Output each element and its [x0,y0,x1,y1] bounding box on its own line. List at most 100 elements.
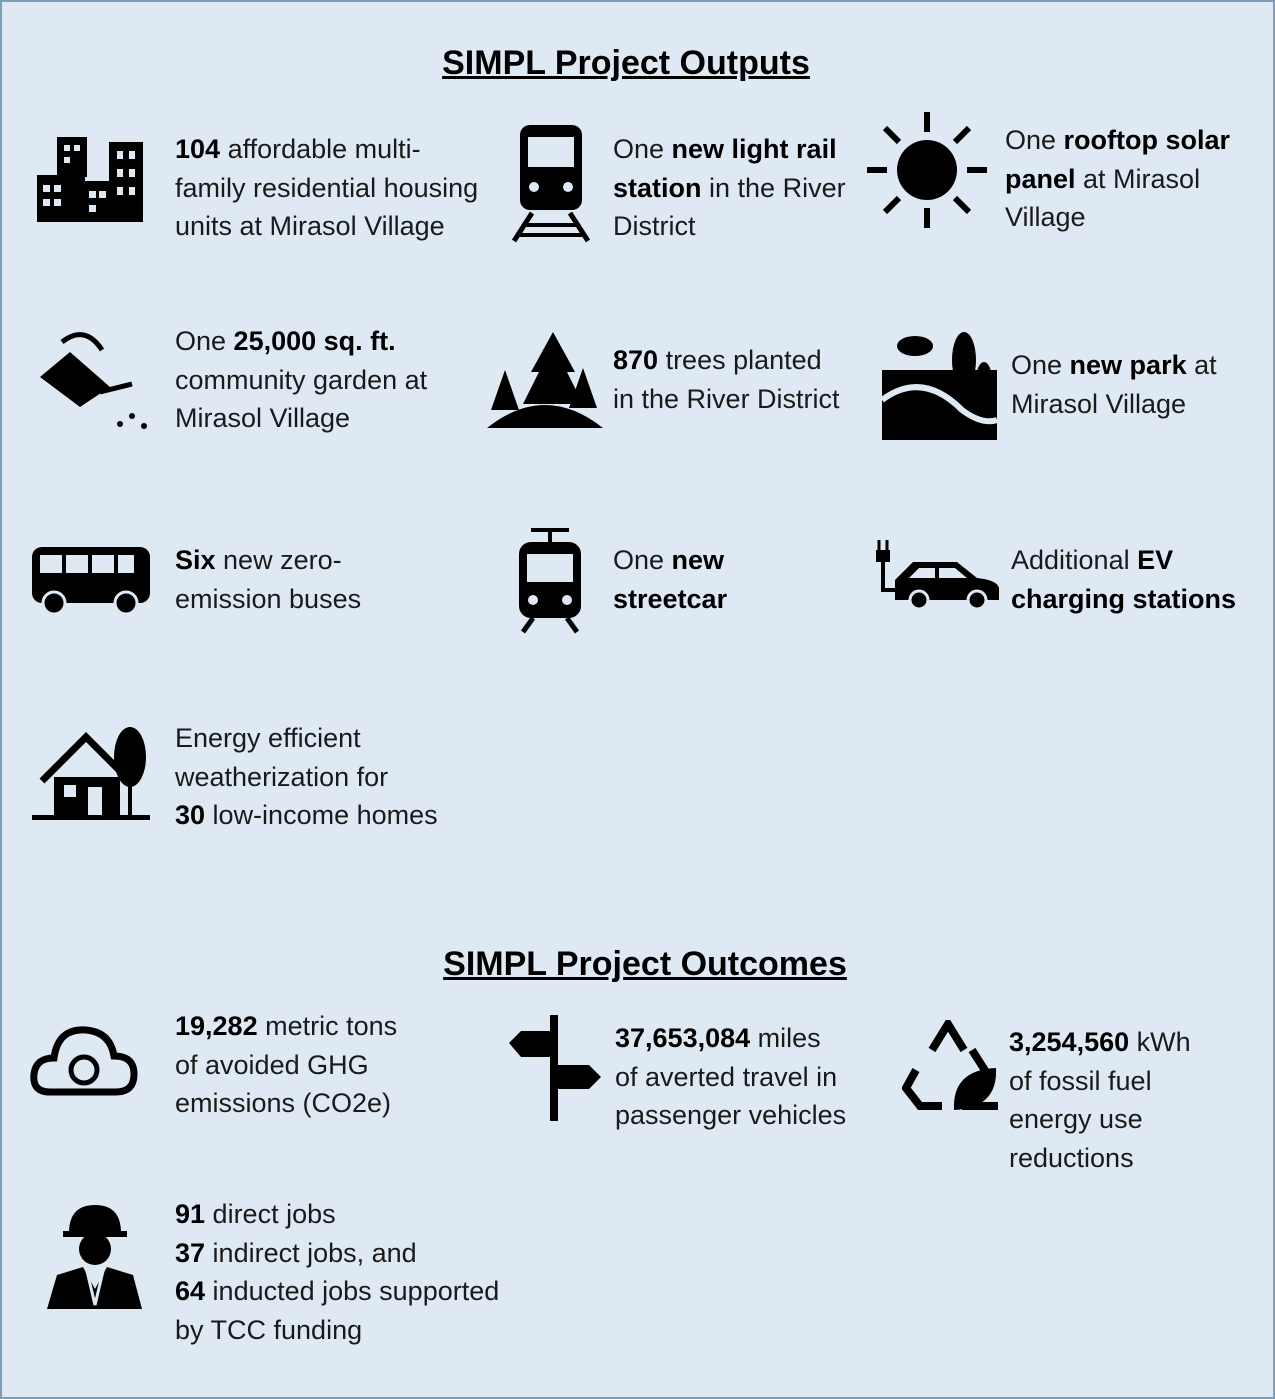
bus-icon [32,547,150,615]
bold-text: 91 [175,1199,206,1229]
bold-text: station [613,172,702,203]
item-text: 104 affordable multi-family residential … [175,130,478,246]
item-text: 37,653,084 miles of averted travel in pass… [615,1019,846,1135]
text: energy use [1009,1104,1143,1134]
text-line: One rooftop solar [1005,121,1230,160]
text: in the River [701,172,846,203]
bold-text: 37,653,084 [615,1023,751,1053]
text: of fossil fuel [1009,1065,1152,1096]
text-line: passenger vehicles [615,1096,846,1135]
text: inducted jobs supported [205,1276,500,1306]
item-text: One new light rail station in the River Di… [613,130,846,246]
signpost-icon [509,1015,601,1121]
text: miles [750,1023,821,1053]
text: of avoided GHG [175,1049,369,1080]
text-line: 91 direct jobs [175,1195,499,1234]
text-line: District [613,207,846,246]
bold-text: charging stations [1011,583,1237,614]
text-line: Six new zero- [175,541,361,580]
text: One [613,545,672,575]
text-line: charging stations [1011,580,1236,619]
text-line: Mirasol Village [175,399,427,438]
text: low-income homes [205,800,438,830]
text: units at Mirasol Village [175,211,445,241]
text-line: family residential housing [175,169,478,208]
streetcar-icon [519,528,581,634]
text: direct jobs [205,1199,336,1229]
text: One [613,134,672,164]
item-text: 3,254,560 kWh of fossil fuel energy use red… [1009,1023,1191,1177]
item-text: Six new zero-emission buses [175,541,361,618]
text-line: One new [613,541,727,580]
text-line: One 25,000 sq. ft. [175,322,427,361]
text-line: Mirasol Village [1011,385,1217,424]
bold-text: 104 [175,134,221,164]
text-line: community garden at [175,361,427,400]
text: at [1186,350,1217,380]
text: Village [1005,202,1086,232]
text-line: 19,282 metric tons [175,1007,397,1046]
text-line: Energy efficient [175,719,438,758]
text-line: emissions (CO2e) [175,1084,397,1123]
text: passenger vehicles [615,1100,847,1130]
text-line: in the River District [613,380,840,419]
item-text: Additional EV charging stations [1011,541,1236,618]
bold-text: Six [175,545,216,575]
text-line: of fossil fuel [1009,1062,1191,1101]
item-text: One new streetcar [613,541,727,618]
watering-can-icon [40,332,147,429]
worker-icon [47,1205,142,1309]
text-line: weatherization for [175,758,438,797]
text-line: of averted travel in [615,1058,846,1097]
text-line: emission buses [175,580,361,619]
text-line: 870 trees planted [613,341,840,380]
text-line: 104 affordable multi- [175,130,478,169]
text: emissions (CO2e) [175,1088,392,1118]
text: One [1005,125,1064,155]
text: District [613,211,696,241]
bold-text: new light rail [671,134,837,164]
text-line: units at Mirasol Village [175,207,478,246]
text: in the River District [613,383,840,414]
text: of averted travel in [615,1061,838,1092]
text-line: station in the River [613,169,846,208]
text: indirect jobs, and [205,1237,417,1268]
text: community garden at [175,364,428,395]
text: reductions [1009,1142,1134,1173]
text-line: 37 indirect jobs, and [175,1234,499,1273]
ev-icon [876,540,999,610]
text: One [1011,350,1070,380]
text: trees planted [658,345,822,375]
text-line: by TCC funding [175,1311,499,1350]
bold-text: streetcar [613,583,728,614]
text-line: Village [1005,198,1230,237]
buildings-icon [37,137,143,222]
text: Mirasol Village [175,403,351,433]
bold-text: new park [1069,350,1187,380]
item-text: 870 trees planted in the River District [613,341,840,418]
bold-text: 25,000 sq. ft. [233,326,396,356]
trees-icon [487,332,603,428]
item-text: One new park at Mirasol Village [1011,346,1217,423]
text: One [175,326,234,356]
bold-text: 3,254,560 [1009,1027,1130,1057]
text: at Mirasol [1075,163,1201,194]
text-line: Additional EV [1011,541,1236,580]
text-line: of avoided GHG [175,1046,397,1085]
text: family residential housing [175,172,479,203]
bold-text: 870 [613,345,659,375]
text: Mirasol Village [1011,388,1187,419]
outputs-title: SIMPL Project Outputs [442,44,810,82]
cloud-icon [30,1026,138,1096]
bold-text: 64 [175,1276,206,1306]
item-text: One rooftop solar panel at Mirasol Village [1005,121,1230,237]
item-text: One 25,000 sq. ft. community garden at Mir… [175,322,427,438]
bold-text: EV [1137,545,1174,575]
text-line: 30 low-income homes [175,796,438,835]
text-line: 37,653,084 miles [615,1019,846,1058]
item-text: Energy efficient weatherization for 30 low… [175,719,438,835]
bold-text: 37 [175,1237,206,1268]
outcomes-title: SIMPL Project Outcomes [443,945,847,983]
bold-text: new [671,545,725,575]
